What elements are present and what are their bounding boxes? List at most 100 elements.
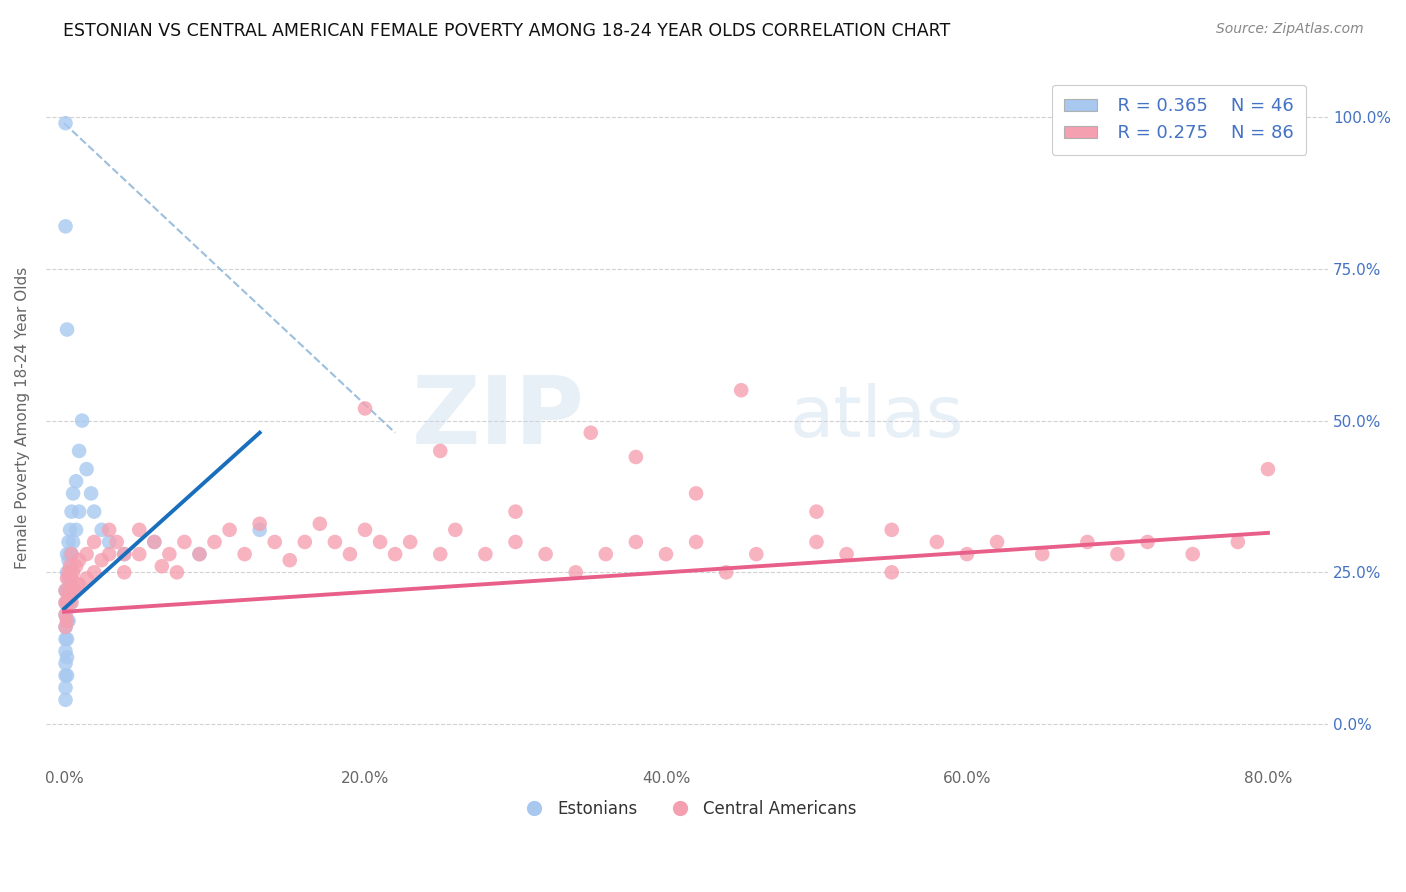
Point (444, 523, 467, 537)
Point (112, 547, 135, 561)
Point (56, 566, 79, 580)
Point (880, 566, 903, 580)
Point (56, 571, 79, 585)
Point (188, 547, 211, 561)
Point (157, 547, 180, 561)
Point (62, 566, 84, 580)
Point (98, 523, 121, 537)
Point (429, 547, 451, 561)
Point (58, 590, 80, 604)
Point (624, 535, 647, 549)
Point (1076, 535, 1098, 549)
Point (339, 547, 361, 561)
Point (90, 553, 112, 567)
Point (65, 559, 87, 574)
Point (56, 614, 79, 628)
Point (505, 505, 527, 519)
Point (58, 614, 80, 628)
Point (55, 693, 77, 707)
Point (58, 596, 80, 610)
Point (218, 523, 240, 537)
Point (474, 547, 496, 561)
Point (384, 547, 406, 561)
Point (986, 535, 1008, 549)
Point (67, 553, 90, 567)
Point (1181, 547, 1204, 561)
Point (55, 607, 77, 622)
Point (730, 383, 752, 397)
Point (59, 547, 82, 561)
Point (278, 553, 301, 567)
Y-axis label: Female Poverty Among 18-24 Year Olds: Female Poverty Among 18-24 Year Olds (15, 267, 30, 569)
Point (59, 571, 82, 585)
Text: atlas: atlas (790, 383, 965, 452)
Point (55, 116, 77, 130)
Point (173, 535, 195, 549)
Point (56, 596, 79, 610)
Point (1226, 535, 1249, 549)
Point (56, 322, 79, 336)
Point (83, 535, 105, 549)
Point (56, 547, 79, 561)
Point (655, 547, 678, 561)
Point (60, 583, 83, 598)
Point (233, 547, 256, 561)
Point (55, 596, 77, 610)
Point (105, 535, 128, 549)
Point (263, 535, 285, 549)
Point (55, 607, 77, 622)
Point (55, 668, 77, 682)
Point (1257, 462, 1279, 476)
Point (63, 583, 86, 598)
Point (956, 547, 979, 561)
Point (58, 535, 80, 549)
Point (564, 566, 586, 580)
Point (806, 505, 828, 519)
Point (745, 547, 768, 561)
Point (55, 657, 77, 671)
Point (58, 571, 80, 585)
Point (150, 559, 173, 574)
Point (56, 614, 79, 628)
Point (55, 583, 77, 598)
Text: Source: ZipAtlas.com: Source: ZipAtlas.com (1216, 22, 1364, 37)
Point (55, 219, 77, 234)
Point (65, 523, 87, 537)
Point (83, 505, 105, 519)
Point (368, 535, 391, 549)
Point (59, 596, 82, 610)
Point (55, 644, 77, 658)
Point (83, 566, 105, 580)
Point (56, 650, 79, 665)
Point (76, 462, 98, 476)
Point (595, 547, 617, 561)
Point (60, 505, 83, 519)
Point (128, 523, 150, 537)
Point (835, 547, 858, 561)
Point (60, 547, 83, 561)
Point (98, 535, 121, 549)
Point (90, 523, 112, 537)
Point (98, 547, 121, 561)
Point (249, 516, 271, 531)
Point (880, 523, 903, 537)
Point (112, 566, 135, 580)
Point (55, 583, 77, 598)
Point (685, 535, 707, 549)
Text: ZIP: ZIP (412, 372, 585, 464)
Point (55, 596, 77, 610)
Point (429, 444, 451, 458)
Point (76, 571, 98, 585)
Point (143, 535, 166, 549)
Point (70, 413, 93, 427)
Point (249, 523, 271, 537)
Point (714, 566, 737, 580)
Point (143, 535, 166, 549)
Point (925, 535, 948, 549)
Point (65, 475, 87, 489)
Point (685, 486, 707, 500)
Point (624, 450, 647, 464)
Point (67, 505, 90, 519)
Point (56, 668, 79, 682)
Point (62, 535, 84, 549)
